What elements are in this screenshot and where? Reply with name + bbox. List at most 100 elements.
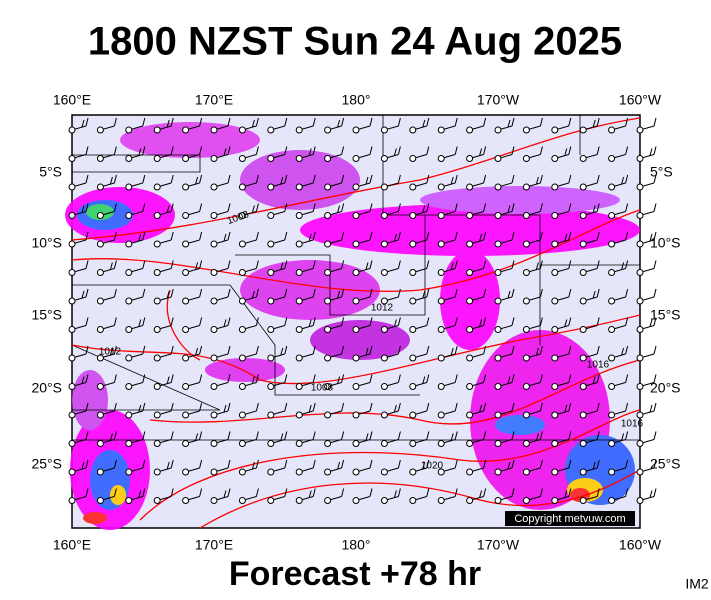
- barb-feather: [113, 117, 117, 127]
- lat-label: 5°S: [39, 164, 62, 180]
- barb-station: [153, 411, 161, 419]
- barb-feather: [454, 317, 458, 326]
- barb-feather: [284, 231, 288, 241]
- barb-station: [579, 155, 587, 162]
- barb-feather: [255, 117, 259, 127]
- barb-feather: [341, 402, 345, 412]
- barb-station: [295, 354, 303, 362]
- barb-station: [153, 440, 161, 447]
- wind-barb: [324, 231, 345, 248]
- barb-station: [210, 383, 218, 390]
- barb-feather: [284, 488, 288, 497]
- barb-station: [238, 468, 246, 476]
- barb-station: [68, 440, 76, 447]
- barb-feather: [166, 290, 170, 299]
- barb-station: [182, 269, 190, 276]
- barb-feather: [625, 488, 629, 497]
- barb-station: [68, 354, 76, 362]
- barb-station: [352, 126, 360, 134]
- wind-barb: [608, 374, 629, 390]
- barb-feather: [199, 402, 203, 412]
- axis-labels: 160°E 160°E 170°E 170°E 180° 180° 170°W 170°W 16…: [31, 92, 680, 553]
- barb-station: [380, 240, 388, 248]
- barb-station: [636, 183, 644, 191]
- barb-station: [494, 212, 502, 219]
- barb-feather: [312, 174, 316, 184]
- barb-station: [380, 155, 388, 162]
- barb-feather: [142, 231, 146, 241]
- wind-barb: [380, 203, 401, 219]
- wind-barb: [409, 288, 430, 305]
- barb-feather: [170, 146, 174, 155]
- barb-feather: [369, 488, 373, 497]
- barb-feather: [312, 117, 316, 127]
- barb-feather: [142, 488, 146, 497]
- wind-barb: [267, 317, 288, 333]
- wind-barb: [267, 374, 288, 390]
- wind-barb: [68, 203, 89, 219]
- barb-feather: [81, 119, 85, 128]
- barb-feather: [511, 459, 515, 469]
- barb-feather: [507, 205, 511, 213]
- barb-feather: [426, 203, 430, 212]
- barb-feather: [454, 203, 458, 212]
- wind-barb: [352, 431, 373, 447]
- wind-barb: [125, 374, 146, 390]
- wind-barb: [125, 146, 146, 162]
- barb-feather: [284, 117, 288, 127]
- wind-barb: [210, 203, 231, 219]
- barb-feather: [166, 461, 170, 470]
- barb-station: [522, 240, 530, 248]
- barb-station: [380, 269, 388, 276]
- wind-barb: [324, 431, 345, 447]
- barb-feather: [142, 174, 146, 184]
- barb-feather: [397, 402, 401, 412]
- barb-feather: [170, 402, 174, 412]
- barb-feather: [625, 260, 629, 269]
- wind-barb: [380, 317, 401, 333]
- barb-feather: [539, 317, 543, 326]
- title: 1800 NZST Sun 24 Aug 2025: [88, 20, 622, 64]
- copyright-box: [505, 511, 635, 526]
- barb-feather: [596, 174, 600, 184]
- barb-station: [409, 212, 417, 219]
- barb-feather: [649, 319, 653, 327]
- wind-barb: [324, 260, 345, 276]
- wind-barb: [409, 203, 430, 219]
- barb-feather: [341, 317, 345, 326]
- barb-feather: [369, 317, 373, 326]
- barb-feather: [199, 488, 203, 497]
- barb-feather: [85, 260, 89, 269]
- barb-station: [608, 240, 616, 248]
- barb-feather: [653, 374, 657, 383]
- barb-feather: [369, 203, 373, 212]
- barb-station: [380, 326, 388, 333]
- barb-feather: [312, 431, 316, 440]
- barb-station: [352, 326, 360, 333]
- wind-barb: [96, 203, 117, 219]
- barb-feather: [625, 374, 629, 383]
- wind-barb: [494, 402, 515, 419]
- barb-feather: [142, 459, 146, 469]
- barb-feather: [138, 233, 142, 242]
- barb-feather: [227, 288, 231, 298]
- lat-label: 5°S: [650, 164, 673, 180]
- barb-feather: [596, 459, 600, 469]
- barb-station: [324, 183, 332, 191]
- barb-feather: [539, 260, 543, 269]
- barb-feather: [479, 319, 483, 327]
- barb-station: [68, 326, 76, 333]
- barb-feather: [539, 374, 543, 383]
- wind-barb: [437, 260, 458, 276]
- barb-feather: [312, 288, 316, 298]
- barb-station: [608, 497, 616, 504]
- wind-barb: [579, 174, 600, 191]
- barb-station: [295, 383, 303, 390]
- wind-barb: [380, 146, 401, 162]
- barb-feather: [369, 431, 373, 440]
- wind-barb: [437, 402, 458, 419]
- barb-feather: [138, 404, 142, 413]
- barb-feather: [426, 288, 430, 298]
- barb-station: [96, 440, 104, 447]
- barb-feather: [568, 288, 572, 298]
